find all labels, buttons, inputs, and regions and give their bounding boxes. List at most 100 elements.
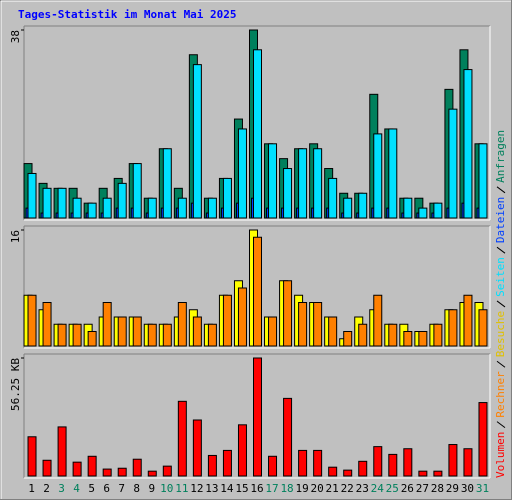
x-tick-label: 1 [28,482,35,495]
bar [403,448,413,477]
x-tick-label: 2 [43,482,50,495]
bar [72,323,82,347]
bar [343,331,353,347]
bar [343,197,353,219]
bar [298,449,308,477]
bar [358,192,368,219]
x-tick-label: 6 [103,482,110,495]
bar [87,202,97,219]
bar [162,323,172,347]
x-tick-label: 19 [295,482,308,495]
bar [117,316,127,347]
bar [237,287,247,347]
bar [222,294,232,347]
bar [147,197,157,219]
bar [268,316,278,347]
bar [72,197,82,219]
bar [57,426,67,477]
bar [253,236,262,347]
bar [373,133,383,219]
y-tick-label: 56.25 KB [9,358,22,411]
bar [207,454,217,477]
bar [27,294,37,347]
bar [478,143,488,219]
bar [388,453,398,477]
x-tick-label: 14 [220,482,234,495]
bar [448,309,458,347]
bar [313,302,323,347]
bar [418,207,428,219]
bar [222,449,232,477]
legend-separator [496,421,506,429]
bar [313,449,323,477]
legend-label: Anfragen [494,130,507,183]
bar [207,197,217,219]
x-tick-label: 3 [58,482,65,495]
bar [283,397,293,477]
x-tick-label: 30 [461,482,474,495]
bar [207,323,217,347]
bar [448,108,458,219]
x-tick-label: 15 [235,482,248,495]
x-tick-label: 4 [73,482,80,495]
bar [373,294,383,347]
x-tick-label: 20 [311,482,324,495]
x-tick-label: 10 [160,482,173,495]
bar [87,331,97,347]
bar [177,302,187,347]
bar [343,469,353,477]
bar [358,323,368,347]
bar [403,197,413,219]
x-tick-label: 8 [133,482,140,495]
bar [87,455,97,477]
legend-label: Rechner [494,371,507,418]
x-tick-label: 31 [476,482,489,495]
bar [448,444,458,477]
x-tick-label: 5 [88,482,95,495]
bar [418,331,428,347]
bar [388,323,398,347]
x-tick-label: 26 [401,482,414,495]
x-tick-label: 23 [356,482,369,495]
bar [253,49,262,219]
bar [388,128,398,219]
bar [192,316,202,347]
bar [283,280,293,347]
legend-separator [496,360,506,368]
legend-separator [496,246,506,254]
bar [117,467,127,477]
bar [42,187,52,219]
legend-label: Volumen [494,432,507,478]
bar [162,465,172,477]
bar [27,436,37,477]
bar [27,172,37,219]
bar [478,309,488,347]
x-tick-label: 16 [250,482,263,495]
bar [237,128,247,219]
bar [433,323,443,347]
legend-label: Besuche [494,311,507,357]
bar [328,316,338,347]
bar [192,64,202,219]
bar [132,458,142,477]
x-tick-label: 7 [118,482,125,495]
x-tick-label: 18 [280,482,293,495]
bar [373,446,383,477]
bar [463,448,473,477]
x-tick-label: 22 [341,482,354,495]
bar [117,182,127,219]
bar [222,177,232,219]
bar [147,470,157,477]
bar [478,402,488,477]
bar [102,468,112,477]
x-tick-label: 25 [386,482,399,495]
bar [298,148,308,219]
bar [403,331,413,347]
bar [253,357,262,477]
x-tick-label: 12 [190,482,203,495]
bar [268,455,278,477]
bar [463,69,473,219]
bar [237,424,247,477]
x-tick-label: 9 [148,482,155,495]
